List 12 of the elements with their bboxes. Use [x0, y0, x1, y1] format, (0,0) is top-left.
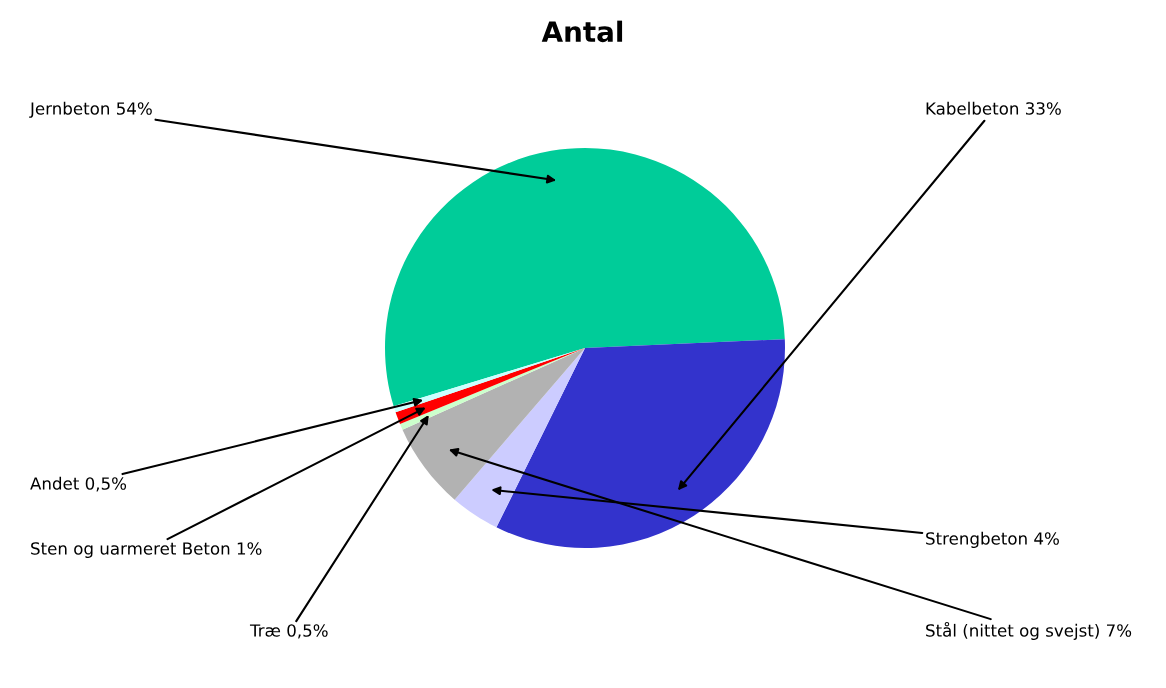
slice-label: Strengbeton 4% [926, 531, 1059, 548]
pie-slice [385, 148, 785, 407]
slice-label: Træ 0,5% [249, 624, 328, 639]
pie-slice [496, 339, 785, 548]
slice-label: Andet 0,5% [30, 476, 127, 492]
slice-label: Stål (nittet og svejst) 7% [926, 621, 1132, 640]
slice-label: Kabelbeton 33% [926, 101, 1061, 115]
pie-slice [402, 348, 585, 500]
pie-slice [454, 348, 585, 528]
slice-label: Jernbeton 54% [29, 101, 152, 118]
chart-title: Antal [541, 20, 623, 43]
slice-label: Sten og uarmeret Beton 1% [31, 542, 262, 558]
